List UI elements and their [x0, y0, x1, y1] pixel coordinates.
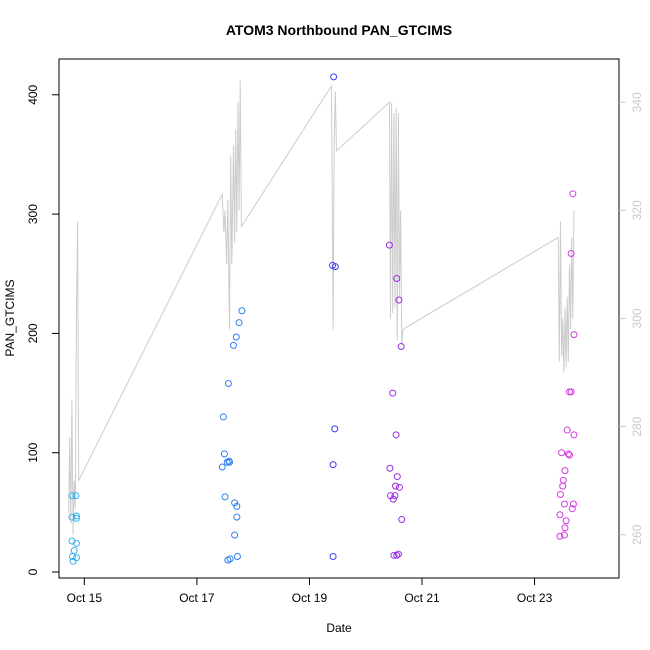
data-point — [223, 458, 231, 466]
y-axis-label: PAN_GTCIMS — [3, 279, 17, 356]
data-point — [570, 431, 578, 439]
data-point — [386, 464, 394, 472]
data-point — [331, 263, 339, 271]
data-point — [232, 333, 240, 341]
data-point — [331, 425, 339, 433]
data-point — [233, 513, 241, 521]
data-point — [564, 450, 572, 458]
data-point — [567, 388, 575, 396]
right-tick-label: 300 — [630, 308, 644, 328]
data-point — [231, 531, 239, 539]
data-point — [391, 492, 399, 500]
data-point — [72, 554, 80, 562]
y-tick-label: 0 — [26, 568, 40, 575]
y-tick-label: 200 — [26, 323, 40, 343]
data-point — [395, 296, 403, 304]
data-point — [233, 553, 241, 561]
data-point — [559, 476, 567, 484]
data-point — [398, 516, 406, 524]
data-point — [385, 241, 393, 249]
data-point — [330, 73, 338, 81]
data-point — [562, 517, 570, 525]
data-point — [231, 499, 239, 507]
y-tick-label: 400 — [26, 84, 40, 104]
right-tick-label: 260 — [630, 524, 644, 544]
data-point — [569, 500, 577, 508]
data-point — [567, 249, 575, 257]
data-point — [68, 513, 76, 521]
right-tick-label: 340 — [630, 92, 644, 112]
data-point — [218, 463, 226, 471]
data-point — [560, 500, 568, 508]
x-tick-label: Oct 21 — [404, 591, 440, 605]
x-axis-label: Date — [326, 621, 352, 635]
data-point — [556, 511, 564, 519]
trace-line — [68, 80, 575, 535]
data-point — [558, 449, 566, 457]
plot-frame — [58, 58, 620, 579]
data-point — [235, 319, 243, 327]
trace-layer — [68, 80, 575, 535]
data-point — [329, 553, 337, 561]
chart-title: ATOM3 Northbound PAN_GTCIMS — [226, 22, 452, 38]
y-axis: 0 100 200 300 400 — [26, 84, 59, 575]
data-point — [389, 389, 397, 397]
data-point — [68, 492, 76, 500]
data-point — [565, 451, 573, 459]
data-point — [569, 190, 577, 198]
data-point — [70, 547, 78, 555]
points-layer — [68, 73, 578, 565]
right-tick-label: 280 — [630, 416, 644, 436]
data-point — [392, 482, 400, 490]
data-point — [224, 380, 232, 388]
data-point — [226, 555, 234, 563]
data-point — [389, 495, 397, 503]
data-point — [570, 331, 578, 339]
data-point — [394, 550, 402, 558]
y-tick-label: 300 — [26, 204, 40, 224]
x-axis: Oct 15 Oct 17 Oct 19 Oct 21 Oct 23 — [67, 578, 553, 605]
data-point — [229, 341, 237, 349]
data-point — [226, 458, 234, 466]
data-point — [556, 490, 564, 498]
data-point — [393, 275, 401, 283]
data-point — [559, 482, 567, 490]
x-tick-label: Oct 23 — [517, 591, 553, 605]
x-tick-label: Oct 17 — [179, 591, 215, 605]
data-point — [556, 532, 564, 540]
data-point — [561, 524, 569, 532]
data-point — [568, 505, 576, 513]
data-point — [396, 483, 404, 491]
data-point — [72, 512, 80, 520]
data-point — [220, 450, 228, 458]
data-point — [329, 461, 337, 469]
data-point — [397, 343, 405, 351]
data-point — [563, 426, 571, 434]
data-point — [238, 307, 246, 315]
data-point — [219, 413, 227, 421]
x-tick-label: Oct 19 — [292, 591, 328, 605]
data-point — [392, 431, 400, 439]
data-point — [560, 531, 568, 539]
x-tick-label: Oct 15 — [67, 591, 103, 605]
right-tick-label: 320 — [630, 200, 644, 220]
data-point — [561, 467, 569, 475]
data-point — [221, 493, 229, 501]
data-point — [72, 539, 80, 547]
data-point — [233, 502, 241, 510]
right-axis: 260 280 300 320 340 — [619, 92, 644, 545]
y-tick-label: 100 — [26, 442, 40, 462]
data-point — [393, 473, 401, 481]
data-point — [72, 514, 80, 522]
data-point — [390, 551, 398, 559]
data-point — [72, 492, 80, 500]
data-point — [393, 551, 401, 559]
